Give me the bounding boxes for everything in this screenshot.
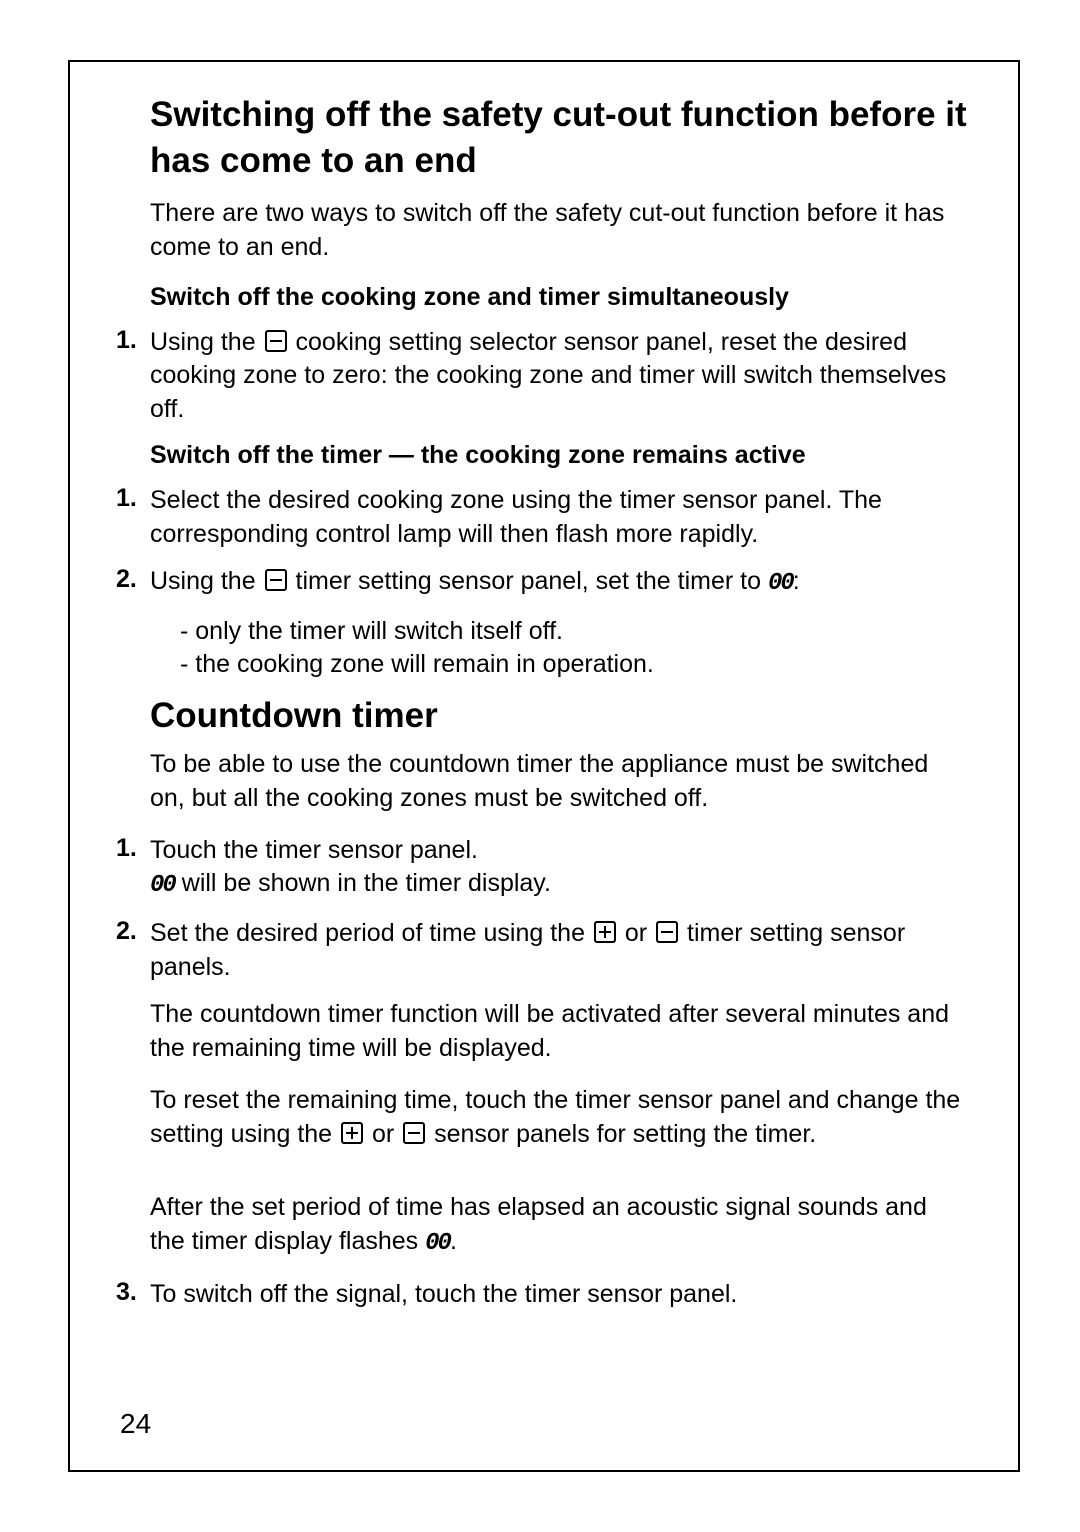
item-text: Set the desired period of time using the… xyxy=(150,917,968,985)
list-item: 1. Select the desired cooking zone using… xyxy=(116,484,968,552)
item-number: 1. xyxy=(116,326,150,427)
subheading-switch-off-timer: Switch off the timer — the cooking zone … xyxy=(150,441,968,470)
list-item: 1. Using the cooking setting selector se… xyxy=(116,326,968,427)
intro-paragraph: To be able to use the countdown timer th… xyxy=(150,748,968,816)
page-frame: Switching off the safety cut-out functio… xyxy=(68,60,1020,1472)
section-heading-countdown: Countdown timer xyxy=(150,696,968,736)
item-number: 1. xyxy=(116,834,150,903)
paragraph: To reset the remaining time, touch the t… xyxy=(150,1084,968,1152)
list-item: 2. Set the desired period of time using … xyxy=(116,917,968,985)
text-fragment: or xyxy=(618,919,654,947)
bullet-item: - only the timer will switch itself off. xyxy=(180,615,968,649)
text-fragment: or xyxy=(365,1120,401,1148)
plus-icon xyxy=(341,1122,363,1144)
paragraph: After the set period of time has elapsed… xyxy=(150,1191,968,1260)
subheading-switch-off-both: Switch off the cooking zone and timer si… xyxy=(150,283,968,312)
minus-icon xyxy=(403,1122,425,1144)
text-fragment: Set the desired period of time using the xyxy=(150,919,592,947)
text-fragment: sensor panels for setting the timer. xyxy=(427,1120,816,1148)
item-number: 2. xyxy=(116,917,150,985)
text-fragment: Using the xyxy=(150,328,263,356)
seven-segment-display: 00 xyxy=(768,570,793,597)
text-fragment: . xyxy=(450,1227,457,1255)
section-heading-safety-cutout: Switching off the safety cut-out functio… xyxy=(150,92,968,183)
item-number: 3. xyxy=(116,1278,150,1312)
minus-icon xyxy=(265,569,287,591)
text-fragment: After the set period of time has elapsed… xyxy=(150,1193,927,1255)
text-fragment: timer setting sensor panel, set the time… xyxy=(289,567,768,595)
item-text: To switch off the signal, touch the time… xyxy=(150,1278,968,1312)
minus-icon xyxy=(265,330,287,352)
minus-icon xyxy=(656,921,678,943)
plus-icon xyxy=(594,921,616,943)
text-fragment: Touch the timer sensor panel. xyxy=(150,836,478,864)
text-fragment: : xyxy=(793,567,800,595)
seven-segment-display: 00 xyxy=(150,872,175,899)
item-text: Using the cooking setting selector senso… xyxy=(150,326,968,427)
bullet-list: - only the timer will switch itself off.… xyxy=(180,615,968,683)
paragraph: The countdown timer function will be act… xyxy=(150,998,968,1066)
item-number: 1. xyxy=(116,484,150,552)
list-item: 2. Using the timer setting sensor panel,… xyxy=(116,565,968,600)
item-text: Select the desired cooking zone using th… xyxy=(150,484,968,552)
seven-segment-display: 00 xyxy=(425,1230,450,1257)
list-item: 1. Touch the timer sensor panel. 00 will… xyxy=(116,834,968,903)
text-fragment: will be shown in the timer display. xyxy=(175,869,551,897)
list-item: 3. To switch off the signal, touch the t… xyxy=(116,1278,968,1312)
item-text: Touch the timer sensor panel. 00 will be… xyxy=(150,834,968,903)
bullet-item: - the cooking zone will remain in operat… xyxy=(180,648,968,682)
page-number: 24 xyxy=(120,1408,151,1440)
text-fragment: Using the xyxy=(150,567,263,595)
page-content: Switching off the safety cut-out functio… xyxy=(70,62,1018,1356)
item-number: 2. xyxy=(116,565,150,600)
item-text: Using the timer setting sensor panel, se… xyxy=(150,565,968,600)
intro-paragraph: There are two ways to switch off the saf… xyxy=(150,197,968,265)
